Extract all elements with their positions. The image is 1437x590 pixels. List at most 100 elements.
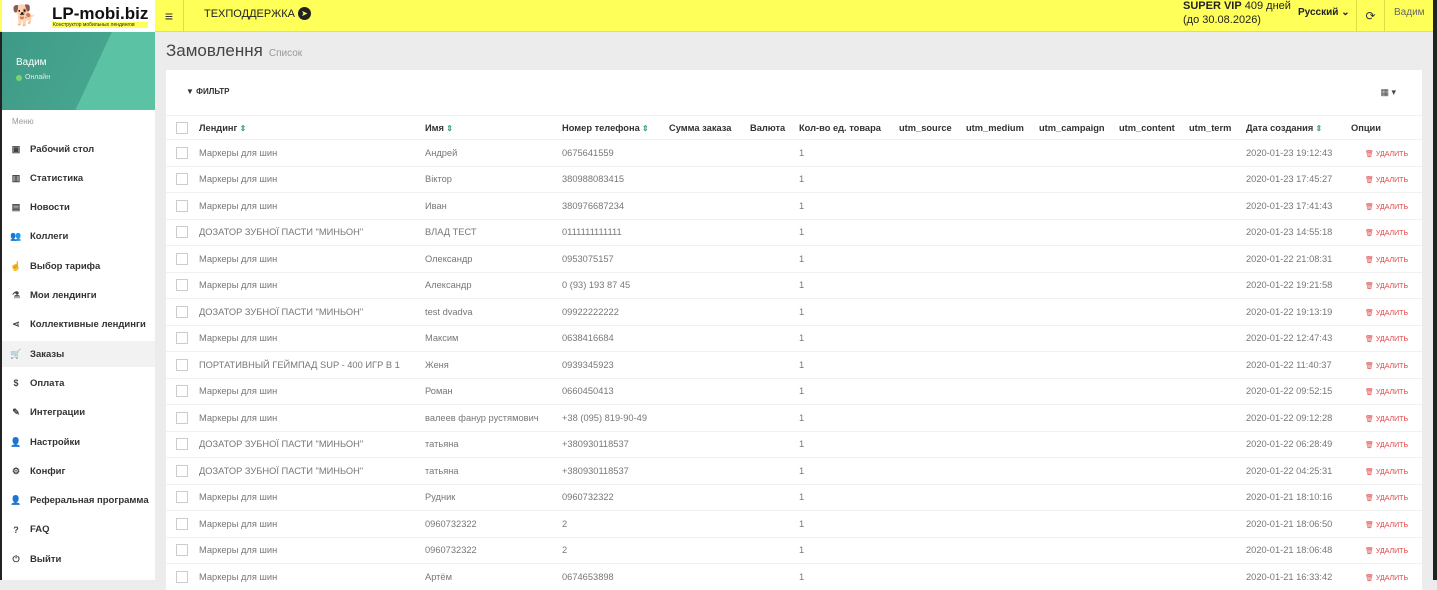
sidebar-item[interactable]: ▣Рабочий стол	[2, 136, 155, 162]
column-header[interactable]: Номер телефона ⇕	[558, 116, 665, 140]
sidebar-item[interactable]: 🛒Заказы	[2, 341, 155, 367]
delete-button[interactable]: 🗑 УДАЛИТЬ	[1351, 522, 1408, 529]
row-checkbox[interactable]	[176, 173, 188, 185]
sidebar-item[interactable]: ☝Выбор тарифа	[2, 253, 155, 279]
sort-icon[interactable]: ⇕	[640, 124, 649, 133]
select-all-header[interactable]	[166, 116, 195, 140]
select-all-checkbox[interactable]	[176, 122, 188, 134]
user-menu[interactable]: Вадим	[1394, 7, 1425, 18]
row-checkbox[interactable]	[176, 147, 188, 159]
delete-button[interactable]: 🗑 УДАЛИТЬ	[1351, 230, 1408, 237]
sidebar-item[interactable]: ⏻Выйти	[2, 546, 155, 572]
sidebar-item[interactable]: ?FAQ	[2, 517, 155, 543]
row-checkbox[interactable]	[176, 438, 188, 450]
row-select-cell[interactable]	[166, 431, 195, 458]
column-header[interactable]: utm_source	[895, 116, 962, 140]
delete-button[interactable]: 🗑 УДАЛИТЬ	[1351, 257, 1408, 264]
support-link[interactable]: ТЕХПОДДЕРЖКА➤	[204, 7, 311, 20]
row-select-cell[interactable]	[166, 140, 195, 167]
row-select-cell[interactable]	[166, 272, 195, 299]
sort-icon[interactable]: ⇕	[444, 124, 453, 133]
row-select-cell[interactable]	[166, 299, 195, 326]
refresh-icon[interactable]: ⟳	[1356, 0, 1385, 32]
row-select-cell[interactable]	[166, 352, 195, 379]
sort-icon[interactable]: ⇕	[1313, 124, 1322, 133]
delete-button[interactable]: 🗑 УДАЛИТЬ	[1351, 310, 1408, 317]
row-checkbox[interactable]	[176, 279, 188, 291]
column-header[interactable]: utm_campaign	[1035, 116, 1115, 140]
row-checkbox[interactable]	[176, 544, 188, 556]
column-header[interactable]: Лендинг ⇕	[195, 116, 421, 140]
row-checkbox[interactable]	[176, 200, 188, 212]
delete-button[interactable]: 🗑 УДАЛИТЬ	[1351, 442, 1408, 449]
sidebar-item[interactable]: ✎Интеграции	[2, 400, 155, 426]
cell-text: 2020-01-22 19:21:58	[1246, 280, 1332, 290]
row-checkbox[interactable]	[176, 359, 188, 371]
delete-button[interactable]: 🗑 УДАЛИТЬ	[1351, 469, 1408, 476]
sidebar-item[interactable]: 👤Настройки	[2, 429, 155, 455]
sidebar-item[interactable]: $Оплата	[2, 370, 155, 396]
row-select-cell[interactable]	[166, 484, 195, 511]
filter-button[interactable]: ▼ ФИЛЬТР	[186, 87, 230, 96]
sidebar-item[interactable]: 👤Реферальная программа	[2, 488, 155, 514]
delete-button[interactable]: 🗑 УДАЛИТЬ	[1351, 283, 1408, 290]
row-checkbox[interactable]	[176, 518, 188, 530]
row-select-cell[interactable]	[166, 537, 195, 564]
row-select-cell[interactable]	[166, 511, 195, 538]
column-header[interactable]: Дата создания ⇕	[1242, 116, 1347, 140]
table-cell: +38 (095) 819-90-49	[558, 405, 665, 432]
row-checkbox[interactable]	[176, 332, 188, 344]
column-header[interactable]: Имя ⇕	[421, 116, 558, 140]
row-checkbox[interactable]	[176, 385, 188, 397]
delete-button[interactable]: 🗑 УДАЛИТЬ	[1351, 416, 1408, 423]
sidebar-item[interactable]: ⚗Мои лендинги	[2, 283, 155, 309]
row-checkbox[interactable]	[176, 412, 188, 424]
column-header[interactable]: Кол-во ед. товара	[795, 116, 895, 140]
delete-button[interactable]: 🗑 УДАЛИТЬ	[1351, 575, 1408, 582]
column-header[interactable]: utm_medium	[962, 116, 1035, 140]
sidebar-item[interactable]: ⋖Коллективные лендинги	[2, 312, 155, 338]
sidebar-item[interactable]: ⚙Конфиг	[2, 458, 155, 484]
row-checkbox[interactable]	[176, 306, 188, 318]
delete-button[interactable]: 🗑 УДАЛИТЬ	[1351, 548, 1408, 555]
sort-icon[interactable]: ⇕	[237, 124, 246, 133]
row-select-cell[interactable]	[166, 219, 195, 246]
column-selector-button[interactable]: ▦ ▾	[1380, 87, 1396, 98]
column-header[interactable]: utm_content	[1115, 116, 1185, 140]
row-select-cell[interactable]	[166, 458, 195, 485]
sidebar-item[interactable]: ▥Статистика	[2, 165, 155, 191]
row-select-cell[interactable]	[166, 193, 195, 220]
delete-button[interactable]: 🗑 УДАЛИТЬ	[1351, 151, 1408, 158]
column-header[interactable]: Опции	[1347, 116, 1422, 140]
row-select-cell[interactable]	[166, 166, 195, 193]
sidebar-item[interactable]: ▤Новости	[2, 195, 155, 221]
cell-text: 380976687234	[562, 201, 624, 211]
column-header[interactable]: utm_term	[1185, 116, 1242, 140]
menu-toggle-icon[interactable]: ≡	[155, 0, 184, 32]
delete-label: УДАЛИТЬ	[1376, 548, 1408, 555]
delete-button[interactable]: 🗑 УДАЛИТЬ	[1351, 336, 1408, 343]
row-checkbox[interactable]	[176, 253, 188, 265]
delete-button[interactable]: 🗑 УДАЛИТЬ	[1351, 495, 1408, 502]
row-select-cell[interactable]	[166, 378, 195, 405]
sidebar-item[interactable]: 👥Коллеги	[2, 224, 155, 250]
cell-text: 2020-01-23 17:41:43	[1246, 201, 1332, 211]
row-checkbox[interactable]	[176, 491, 188, 503]
delete-button[interactable]: 🗑 УДАЛИТЬ	[1351, 363, 1408, 370]
row-select-cell[interactable]	[166, 246, 195, 273]
row-checkbox[interactable]	[176, 465, 188, 477]
row-select-cell[interactable]	[166, 325, 195, 352]
column-header[interactable]: Валюта	[746, 116, 795, 140]
delete-button[interactable]: 🗑 УДАЛИТЬ	[1351, 389, 1408, 396]
delete-button[interactable]: 🗑 УДАЛИТЬ	[1351, 177, 1408, 184]
row-select-cell[interactable]	[166, 564, 195, 590]
table-cell: 2020-01-21 18:06:48	[1242, 537, 1347, 564]
delete-button[interactable]: 🗑 УДАЛИТЬ	[1351, 204, 1408, 211]
row-checkbox[interactable]	[176, 571, 188, 583]
row-select-cell[interactable]	[166, 405, 195, 432]
language-select[interactable]: Русский ⌄	[1298, 7, 1350, 18]
column-header[interactable]: Сумма заказа	[665, 116, 746, 140]
row-checkbox[interactable]	[176, 226, 188, 238]
